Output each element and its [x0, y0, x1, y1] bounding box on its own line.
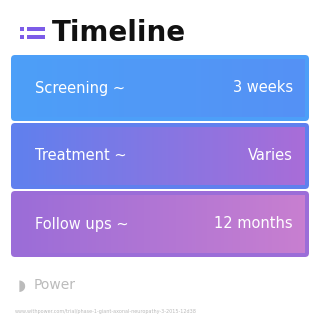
- Text: Timeline: Timeline: [52, 19, 186, 47]
- Text: Treatment ~: Treatment ~: [35, 148, 127, 164]
- Text: www.withpower.com/trial/phase-1-giant-axonal-neuropathy-3-2015-12d38: www.withpower.com/trial/phase-1-giant-ax…: [15, 308, 197, 314]
- Text: Varies: Varies: [248, 148, 293, 164]
- FancyBboxPatch shape: [20, 35, 24, 39]
- FancyBboxPatch shape: [11, 55, 309, 121]
- Text: ◗: ◗: [18, 278, 26, 292]
- Text: Follow ups ~: Follow ups ~: [35, 216, 129, 232]
- Text: Power: Power: [34, 278, 76, 292]
- Text: Screening ~: Screening ~: [35, 80, 125, 95]
- FancyBboxPatch shape: [27, 35, 45, 39]
- FancyBboxPatch shape: [27, 27, 45, 31]
- FancyBboxPatch shape: [11, 191, 309, 257]
- Text: 3 weeks: 3 weeks: [233, 80, 293, 95]
- FancyBboxPatch shape: [11, 123, 309, 189]
- Text: 12 months: 12 months: [214, 216, 293, 232]
- FancyBboxPatch shape: [20, 27, 24, 31]
